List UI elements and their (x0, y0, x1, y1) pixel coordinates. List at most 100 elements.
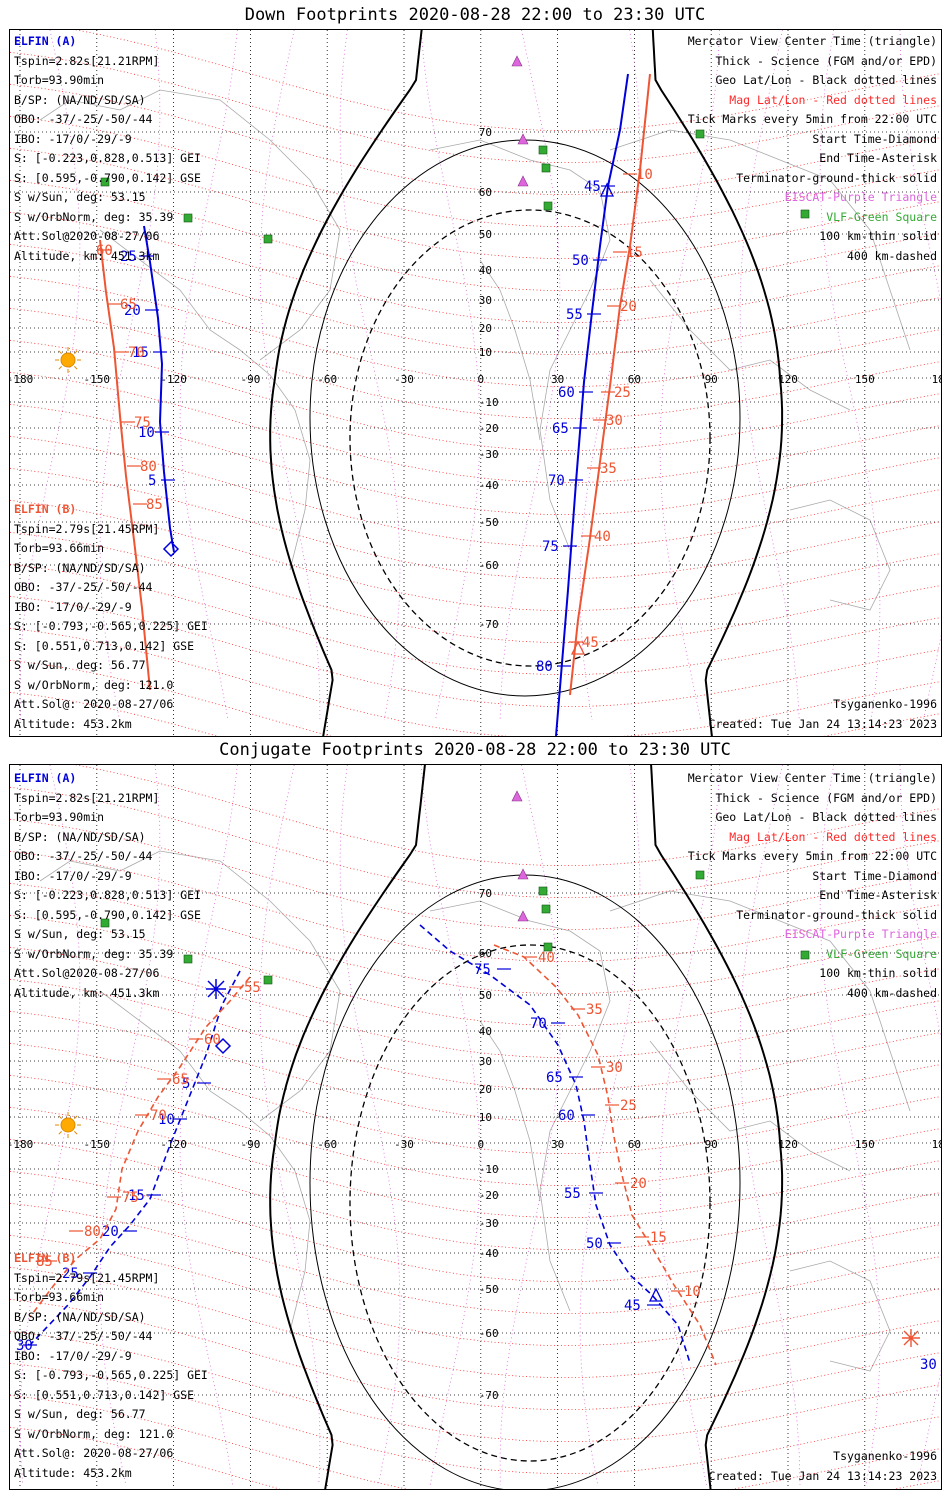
coastline (789, 1260, 891, 1372)
map-frame: -180 -150 -120 -90 -60 -30 0 30 60 90 120 150 180 70 6… (9, 764, 942, 1490)
mag-latitude-line (10, 659, 941, 736)
info-line: B/SP: (NA/ND/SD/SA) (14, 560, 146, 575)
longitude-tick-label: 180 (932, 373, 941, 386)
mag-latitude-line (74, 30, 941, 131)
latitude-tick-label: 40 (479, 1025, 492, 1038)
latitude-tick-label: 10 (479, 346, 492, 359)
panel-title: Down Footprints 2020-08-28 22:00 to 23:3… (244, 5, 706, 25)
mag-longitude-line (499, 30, 561, 721)
elfin-a-tick-label: 75 (474, 962, 491, 978)
latitude-tick-label: -60 (479, 559, 499, 572)
elfin-b-tick-label: 45 (582, 635, 599, 651)
info-line: OBO: -37/-25/-50/-44 (14, 580, 153, 594)
info-line: OBO: -37/-25/-50/-44 (14, 849, 153, 863)
longitude-tick-label: 90 (705, 1138, 718, 1151)
mag-latitude-line (10, 307, 941, 419)
info-line: Att.Sol@: 2020-08-27/06 (14, 697, 174, 711)
info-line: Altitude, km: 451.3km (14, 985, 160, 1000)
mag-longitude-line (19, 30, 81, 721)
mercator-map: -180-150-120-90-60-300306090120150180706… (10, 30, 941, 736)
elfin-b-tick-label: 40 (594, 529, 611, 545)
mag-latitude-line (10, 339, 941, 451)
latitude-tick-label: -20 (479, 422, 499, 435)
legend-item: Mag Lat/Lon - Red dotted lines (729, 829, 937, 844)
mag-latitude-line (10, 818, 941, 930)
mag-latitude-line (10, 1330, 941, 1442)
info-line: Torb=93.66min (14, 541, 105, 555)
vlf-square-icon (100, 918, 110, 928)
mag-longitude-line (899, 765, 941, 1486)
latitude-tick-label: -40 (479, 1247, 499, 1260)
info-line: S w/Sun, deg: 56.77 (14, 1407, 146, 1421)
elfin-b-tick-label: 25 (620, 1098, 637, 1114)
mag-latitude-line (10, 1266, 941, 1378)
elfin-a-tick-label: 15 (132, 345, 149, 361)
elfin-b-track-east (569, 73, 651, 696)
center-time-triangle-icon (648, 1287, 664, 1302)
mag-latitude-line (10, 211, 941, 323)
elfin-a-info: ELFIN (A) Tspin=2.82s[21.21RPM] Torb=93.… (14, 32, 201, 266)
mag-latitude-line (10, 627, 941, 736)
vlf-square-icon (183, 213, 193, 223)
info-line: Torb=93.66min (14, 1290, 105, 1304)
mag-latitude-line (10, 1106, 941, 1218)
info-line: B/SP: (NA/ND/SD/SA) (14, 1309, 146, 1324)
latitude-tick-label: -20 (479, 1189, 499, 1202)
mag-longitude-line (99, 765, 161, 1486)
elfin-b-tick-label: 85 (36, 1254, 53, 1270)
mag-longitude-line (420, 30, 481, 721)
mag-longitude-line (179, 30, 238, 721)
elfin-a-tick-label: 5 (182, 1076, 190, 1092)
longitude-tick-label: -150 (84, 373, 111, 386)
legend-item: Start Time-Diamond (812, 131, 937, 146)
latitude-tick-label: 40 (479, 264, 492, 277)
sun-ray (74, 366, 78, 370)
elfin-b-tick-label: 85 (146, 497, 163, 513)
info-line: S w/OrbNorm, deg: 121.0 (14, 677, 174, 692)
panel-title: Conjugate Footprints 2020-08-28 22:00 to… (219, 740, 731, 760)
mag-longitude-line (819, 765, 881, 1486)
elfin-b-tick-label: 30 (606, 413, 623, 429)
longitude-tick-label: -150 (84, 1138, 111, 1151)
latitude-tick-label: -50 (479, 1283, 499, 1296)
elfin-b-tick-label: 65 (120, 297, 137, 313)
latitude-tick-label: 20 (479, 322, 492, 335)
vlf-square-icon (695, 129, 705, 139)
longitude-tick-label: 180 (932, 1138, 941, 1151)
legend-item: Mercator View Center Time (triangle) (687, 34, 937, 48)
longitude-tick-label: 120 (778, 373, 798, 386)
coastline (479, 1020, 541, 1202)
eiscat-triangle-icon (517, 868, 529, 880)
elfin-a-tick-label: 60 (558, 385, 575, 401)
terminator-west (269, 765, 426, 1489)
elfin-b-tick-label: 20 (620, 299, 637, 315)
mag-latitude-line (10, 531, 941, 643)
sun-ray (58, 366, 62, 370)
eiscat-triangle-icon (511, 790, 523, 802)
elfin-a-track-east (555, 73, 629, 736)
mag-latitude-line (10, 595, 941, 707)
elfin-a-tick-label: 70 (530, 1016, 547, 1032)
elfin-a-tick-label: 25 (120, 249, 137, 265)
footer-info: Tsyganenko-1996 Created: Tue Jan 24 13:1… (709, 1447, 937, 1486)
mag-latitude-line (10, 1234, 941, 1346)
mag-latitude-line (10, 243, 941, 355)
vlf-square-icon (541, 163, 551, 173)
elfin-a-tick-label: 10 (138, 425, 155, 441)
info-line: S w/OrbNorm, deg: 35.39 (14, 209, 174, 224)
elfin-b-track-west (29, 976, 251, 1318)
longitude-tick-label: 150 (855, 1138, 875, 1151)
legend-item: VLF-Green Square (826, 209, 937, 224)
elfin-a-label: ELFIN (A) (14, 771, 77, 785)
mag-latitude-line (10, 1362, 941, 1474)
legend-item: End Time-Asterisk (819, 888, 937, 902)
sun-ray (74, 1115, 78, 1119)
mag-latitude-line (10, 691, 219, 736)
vlf-square-icon (543, 201, 553, 211)
mag-latitude-line (10, 1074, 941, 1186)
mag-latitude-line (10, 115, 941, 227)
longitude-tick-label: -60 (317, 1138, 337, 1151)
latitude-tick-label: 70 (479, 887, 492, 900)
elfin-b-tick-label: 10 (684, 1284, 701, 1300)
info-line: Tspin=2.79s[21.45RPM] (14, 521, 160, 536)
